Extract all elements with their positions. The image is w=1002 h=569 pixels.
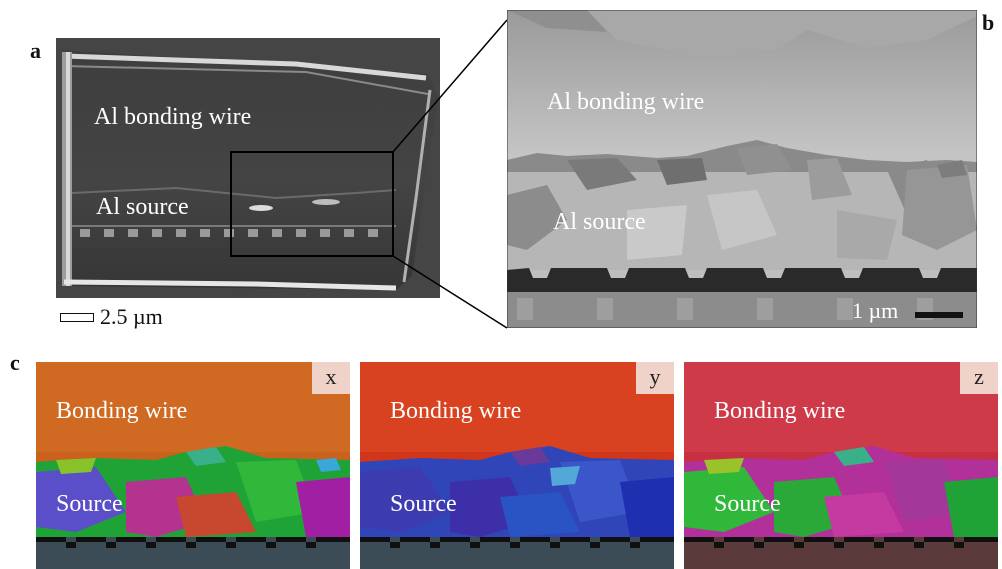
- ebsd-map-y: y Bonding wire Source: [360, 362, 674, 569]
- label-al-bonding-wire-a: Al bonding wire: [94, 104, 252, 130]
- map-x-wire-label: Bonding wire: [56, 398, 188, 424]
- map-z-wire-label: Bonding wire: [714, 398, 846, 424]
- sem-image-overview: Al bonding wire Al source: [56, 38, 440, 298]
- panel-letter-b: b: [982, 10, 995, 35]
- scale-bar-a: [60, 313, 94, 322]
- ebsd-map-z: z Bonding wire Source: [684, 362, 998, 569]
- axis-badge-z: z: [960, 362, 998, 394]
- map-y-source-label: Source: [390, 491, 457, 517]
- stem-image-detail: Al bonding wire Al source 1 µm: [507, 10, 977, 328]
- label-al-source-b: Al source: [553, 209, 646, 235]
- ebsd-map-x: x Bonding wire Source: [36, 362, 350, 569]
- scale-bar-label-b: 1 µm: [852, 298, 899, 323]
- map-z-source-label: Source: [714, 491, 781, 517]
- axis-badge-y: y: [636, 362, 674, 394]
- panel-letter-a: a: [30, 38, 41, 63]
- label-al-bonding-wire-b: Al bonding wire: [547, 89, 705, 115]
- scale-bar-label-a: 2.5 µm: [100, 304, 163, 329]
- map-x-source-label: Source: [56, 491, 123, 517]
- panel-letter-c: c: [10, 350, 20, 375]
- map-y-wire-label: Bonding wire: [390, 398, 522, 424]
- label-al-source-a: Al source: [96, 194, 189, 220]
- axis-badge-x: x: [312, 362, 350, 394]
